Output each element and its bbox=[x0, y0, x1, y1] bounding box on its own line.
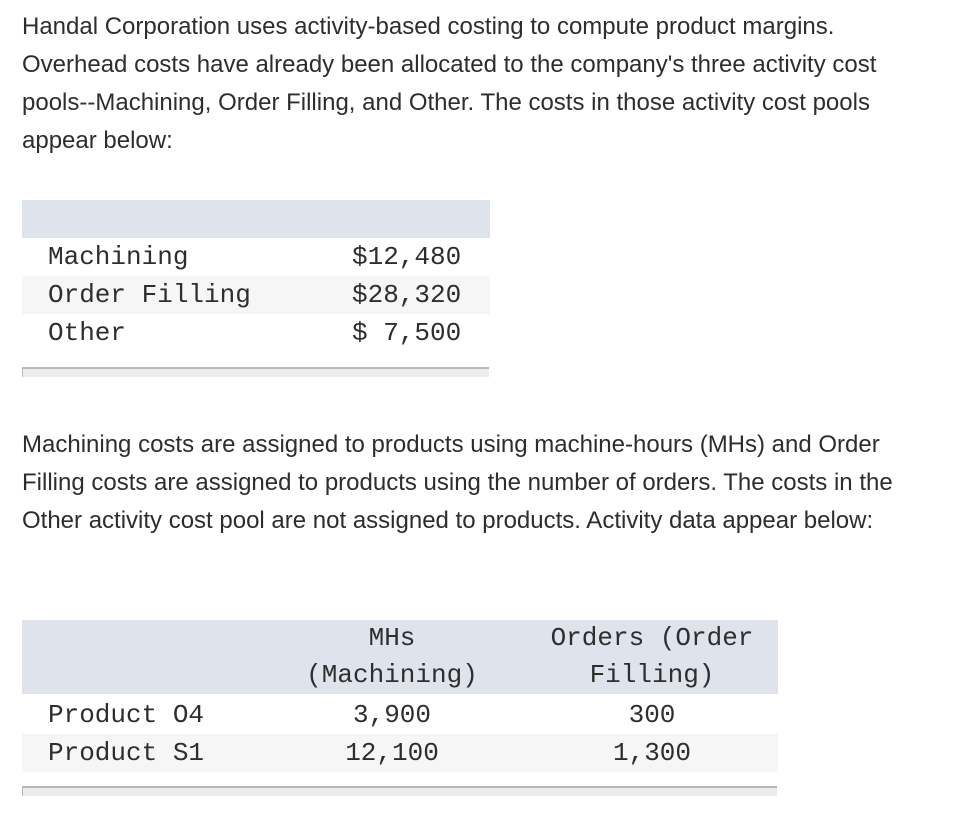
row-label: Product O4 bbox=[48, 700, 205, 730]
table-row: Product S1 12,100 1,300 bbox=[22, 734, 778, 772]
table-row: Machining $12,480 bbox=[22, 238, 490, 276]
table-header-bar: MHs (Machining) Orders (Order Filling) bbox=[22, 620, 778, 694]
row-value: $12,480 bbox=[352, 242, 462, 272]
row-orders: 300 bbox=[628, 700, 676, 730]
activity-paragraph: Machining costs are assigned to products… bbox=[22, 431, 893, 534]
row-label: Other bbox=[48, 318, 127, 348]
row-orders: 1,300 bbox=[612, 738, 691, 768]
row-mhs: 3,900 bbox=[352, 700, 431, 730]
row-value: $28,320 bbox=[352, 280, 462, 310]
header-orders-line2: Filling) bbox=[589, 660, 715, 690]
row-label: Machining bbox=[48, 242, 189, 272]
table-row: Product O4 3,900 300 bbox=[22, 696, 778, 734]
horizontal-scrollbar[interactable] bbox=[22, 786, 777, 796]
header-mhs: MHs (Machining) bbox=[292, 620, 492, 694]
table-row: Other $ 7,500 bbox=[22, 314, 490, 352]
row-label: Product S1 bbox=[48, 738, 205, 768]
header-orders-line1: Orders (Order bbox=[550, 623, 754, 653]
row-mhs: 12,100 bbox=[345, 738, 439, 768]
row-value: $ 7,500 bbox=[352, 318, 462, 348]
table-header-bar bbox=[22, 200, 490, 238]
intro-paragraph: Handal Corporation uses activity-based c… bbox=[22, 13, 877, 154]
cost-pools-table: Machining $12,480 Order Filling $28,320 … bbox=[22, 200, 490, 378]
row-label: Order Filling bbox=[48, 280, 251, 310]
header-mhs-line2: (Machining) bbox=[306, 660, 478, 690]
header-orders: Orders (Order Filling) bbox=[532, 620, 772, 694]
table-row: Order Filling $28,320 bbox=[22, 276, 490, 314]
horizontal-scrollbar[interactable] bbox=[22, 367, 489, 377]
activity-data-table: MHs (Machining) Orders (Order Filling) Pro… bbox=[22, 620, 778, 800]
header-mhs-line1: MHs bbox=[368, 623, 416, 653]
